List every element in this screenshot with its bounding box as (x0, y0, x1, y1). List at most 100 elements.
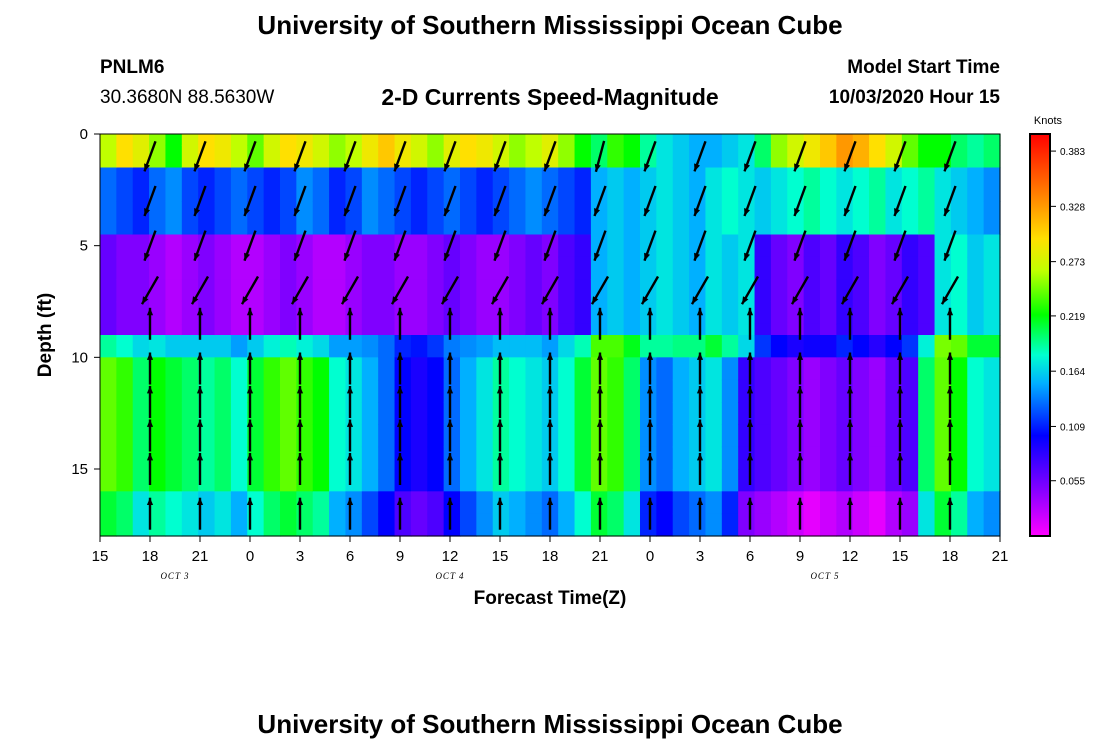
heatmap-cell (214, 134, 232, 146)
heatmap-cell (263, 357, 281, 381)
heatmap-cell (263, 167, 281, 202)
heatmap-cell (672, 234, 690, 258)
heatmap-cell (607, 134, 625, 146)
heatmap-cell (476, 424, 494, 448)
current-vector (346, 307, 354, 340)
heatmap-cell (967, 446, 985, 470)
current-vector (346, 497, 354, 530)
heatmap-cell (525, 379, 543, 403)
heatmap-cell (558, 167, 576, 202)
model-start-time: 10/03/2020 Hour 15 (828, 87, 1000, 108)
heatmap-cell (509, 446, 527, 470)
heatmap-cell (230, 201, 248, 236)
heatmap-cell (885, 301, 903, 325)
colorbar-tick-label: 0.328 (1060, 202, 1085, 213)
current-vector (790, 275, 810, 305)
heatmap-cell (820, 145, 837, 169)
current-vector (393, 230, 407, 262)
heatmap-cell (885, 357, 903, 381)
heatmap-cell (574, 201, 592, 236)
heatmap-cell (247, 513, 265, 537)
heatmap-cell (116, 402, 134, 425)
heatmap-cell (950, 234, 968, 258)
heatmap-cell (967, 301, 985, 325)
heatmap-cell (329, 379, 347, 403)
current-vector (143, 230, 157, 262)
heatmap-cell (525, 279, 543, 303)
heatmap-cell (689, 469, 707, 492)
heatmap-cell (132, 256, 150, 280)
heatmap-cell (181, 446, 199, 470)
current-vector (193, 185, 207, 217)
current-vector (646, 453, 654, 485)
current-vector (146, 307, 154, 340)
heatmap-cell (983, 424, 1001, 448)
heatmap-cell (950, 279, 968, 303)
x-day-label: OCT 3 (160, 571, 189, 581)
heatmap-cell (852, 234, 870, 258)
heatmap-cell (901, 167, 919, 202)
heatmap-cell (100, 446, 117, 470)
current-vector (346, 453, 354, 485)
heatmap-cell (149, 402, 167, 425)
heatmap-cell (280, 469, 297, 492)
heatmap-cell (132, 279, 150, 303)
heatmap-cell (198, 513, 216, 537)
current-vector (596, 386, 604, 418)
heatmap-cell (427, 424, 445, 448)
heatmap-cell (476, 469, 494, 492)
heatmap-cell (198, 491, 216, 515)
x-tick-label: 6 (746, 548, 754, 565)
heatmap-cell (950, 357, 968, 381)
heatmap-cell (230, 357, 248, 381)
heatmap-cell (100, 357, 117, 381)
heatmap-cell (950, 256, 968, 280)
heatmap-cell (803, 167, 821, 202)
heatmap-cell (361, 402, 379, 425)
heatmap-cell (672, 379, 690, 403)
heatmap-cell (116, 167, 134, 202)
current-vector (796, 307, 804, 340)
heatmap-cell (918, 167, 936, 202)
heatmap-cell (329, 279, 347, 303)
heatmap-cell (950, 424, 968, 448)
heatmap-cell (754, 446, 772, 470)
heatmap-cell (738, 323, 756, 336)
heatmap-cell (869, 424, 887, 448)
heatmap-cell (427, 323, 445, 336)
heatmap-cell (214, 234, 232, 258)
heatmap-cell (525, 234, 543, 258)
heatmap-cell (492, 167, 510, 202)
heatmap-cell (967, 145, 985, 169)
heatmap-cell (770, 402, 788, 425)
heatmap-cell (918, 134, 936, 146)
heatmap-cell (967, 234, 985, 258)
heatmap-cell (574, 513, 592, 537)
heatmap-cell (983, 379, 1001, 403)
heatmap-cell (983, 513, 1001, 537)
x-tick-label: 15 (492, 548, 509, 565)
heatmap-cell (296, 134, 314, 146)
heatmap-cell (836, 323, 854, 336)
heatmap-cell (836, 335, 854, 358)
current-vector (143, 185, 157, 217)
heatmap-cell (738, 167, 756, 202)
heatmap-cell (820, 279, 837, 303)
heatmap-cell (607, 424, 625, 448)
heatmap-cell (574, 256, 592, 280)
heatmap-cell (443, 201, 461, 236)
heatmap-cell (852, 167, 870, 202)
heatmap-cell (132, 301, 150, 325)
heatmap-cell (329, 513, 347, 537)
heatmap-cell (754, 357, 772, 381)
heatmap-cell (181, 357, 199, 381)
heatmap-cell (263, 446, 281, 470)
current-vector (896, 419, 904, 452)
heatmap-cell (787, 201, 805, 236)
heatmap-cell (410, 201, 428, 236)
heatmap-cell (623, 167, 641, 202)
heatmap-cell (574, 323, 592, 336)
heatmap-cell (656, 469, 674, 492)
heatmap-cell (181, 145, 199, 169)
current-vector (943, 185, 957, 217)
